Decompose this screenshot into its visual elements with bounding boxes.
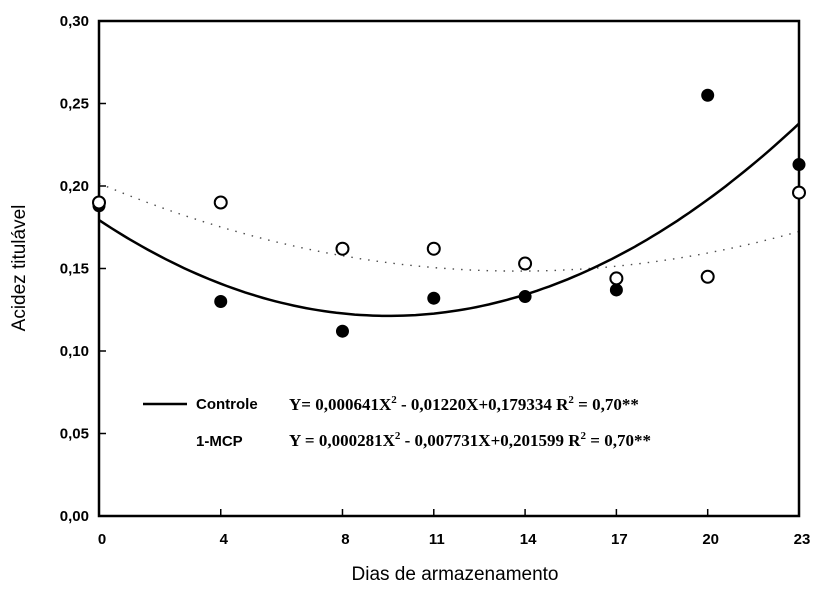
controle-point [518,290,532,304]
controle-point [335,324,349,338]
legend-equation-controle: Y= 0,000641X2 - 0,01220X+0,179334 R2 = 0… [289,394,639,414]
1mcp-point [700,269,715,284]
legend: Controle Y= 0,000641X2 - 0,01220X+0,1793… [143,394,651,450]
y-axis-title: Acidez titulável [9,205,30,332]
1mcp-point [335,241,350,256]
controle-point [701,88,715,102]
legend-label-controle: Controle [196,396,258,413]
x-tick-label: 8 [341,531,349,548]
x-tick-label: 4 [220,531,229,548]
x-tick-label: 0 [98,531,106,548]
fit-curves [98,122,800,318]
1mcp-point [518,256,533,271]
x-tick-label: 20 [702,531,719,548]
controle-point [792,158,806,172]
x-axis-title: Dias de armazenamento [352,564,559,585]
y-tick-label: 0,00 [60,508,89,525]
controle-point [427,291,441,305]
legend-label-1mcp: 1-MCP [196,433,243,450]
y-tick-label: 0,25 [60,96,89,113]
1mcp-point [92,195,106,210]
1mcp-point [792,185,806,200]
1mcp-point [609,271,624,286]
y-tick-label: 0,05 [60,426,89,443]
1mcp-point [426,241,441,256]
y-tick-label: 0,15 [60,261,89,278]
legend-equation-1mcp: Y = 0,000281X2 - 0,007731X+0,201599 R2 =… [289,430,651,450]
x-tick-label: 11 [429,531,445,548]
y-tick-label: 0,30 [60,13,89,30]
x-tick-label: 17 [611,531,628,548]
x-tick-label: 14 [520,531,537,548]
controle-point [609,283,623,297]
data-points [92,88,806,338]
y-tick-label: 0,10 [60,343,89,360]
y-tick-label: 0,20 [60,178,89,195]
controle-point [214,295,228,308]
fit-curve-1mcp [98,182,800,272]
tick-layer: 0 4 8 11 14 17 20 23 0,00 0,05 0,10 0,15 0,20 0,25 0,3… [60,13,811,548]
1mcp-point [213,195,228,210]
fit-curve-controle [98,122,800,318]
x-tick-label: 23 [794,531,811,548]
